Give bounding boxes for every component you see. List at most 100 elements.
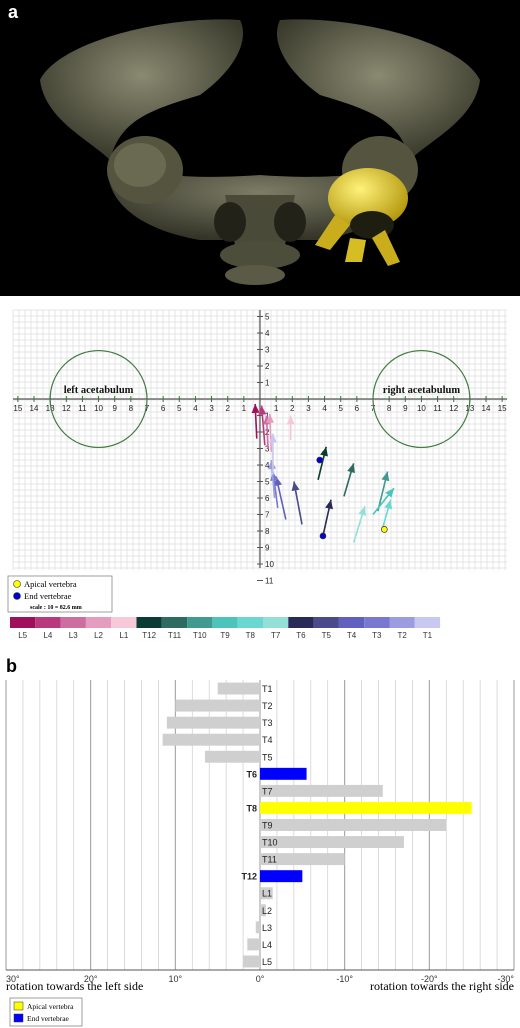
x-tick-label: 6 <box>161 404 166 413</box>
category-label-t9: T9 <box>262 821 273 831</box>
panel-a-letter: a <box>8 2 19 22</box>
y-tick-label: 5 <box>265 478 270 487</box>
left-acetabulum-circle <box>49 349 148 449</box>
x-tick-label: 7 <box>145 404 150 413</box>
x-tick-label: 4 <box>322 404 327 413</box>
level-swatch-t1 <box>414 617 441 628</box>
bar-t12 <box>260 870 303 883</box>
arrowhead-t12 <box>320 446 328 457</box>
legend-apical-label: Apical vertebra <box>27 1002 74 1011</box>
level-label-t8: T8 <box>246 631 256 640</box>
bar-t1 <box>217 682 260 695</box>
level-label-t1: T1 <box>423 631 433 640</box>
x-tick-label: 13 <box>465 404 474 413</box>
y-tick-label: 2 <box>265 362 270 371</box>
x-tick-label: 9 <box>403 404 408 413</box>
bar-l3 <box>255 921 260 934</box>
category-label-l1: L1 <box>262 889 272 899</box>
bar-l4 <box>247 938 260 951</box>
category-label-l5: L5 <box>262 957 272 967</box>
bar-t6 <box>260 767 307 780</box>
y-tick-label: 9 <box>265 544 270 553</box>
bar-t11 <box>260 853 345 866</box>
y-tick-label: 8 <box>265 527 270 536</box>
y-tick-label: 10 <box>265 560 274 569</box>
category-label-t6: T6 <box>246 769 257 779</box>
y-tick-label: 6 <box>265 494 270 503</box>
x-tick-label: -20° <box>421 974 438 984</box>
y-tick-label: 5 <box>265 313 270 322</box>
legend-end-label: End vertebrae <box>27 1014 70 1023</box>
vertebra-level-colour-strip: L5 L4 L3 L2 L1 T12 T11 T10 T9 T8 T7 T6 T5 T4 T3 T2 T1 <box>10 617 441 640</box>
level-swatch-t7 <box>263 617 289 628</box>
vertebra-markers <box>316 456 388 540</box>
category-label-t10: T10 <box>262 838 278 848</box>
x-tick-label: 8 <box>129 404 134 413</box>
x-tick-label: 1 <box>242 404 247 413</box>
legend-end-swatch <box>13 1013 24 1023</box>
category-label-t12: T12 <box>241 872 257 882</box>
x-tick-label: 15 <box>13 404 22 413</box>
highlighted-apical-vertebra <box>315 168 408 266</box>
x-tick-label: 30° <box>6 974 20 984</box>
bar-t8 <box>260 801 472 814</box>
x-tick-label: 14 <box>30 404 39 413</box>
x-tick-label: 5 <box>338 404 343 413</box>
x-tick-label: 7 <box>371 404 376 413</box>
bar-t7 <box>260 784 383 797</box>
arrowhead-t8 <box>384 499 393 510</box>
end-vertebra-marker <box>316 456 324 464</box>
level-label-l1: L1 <box>119 631 128 640</box>
level-label-t4: T4 <box>347 631 357 640</box>
arrowhead-t5 <box>291 481 300 492</box>
legend-apical-swatch <box>13 1001 24 1011</box>
x-tick-label: 10 <box>94 404 103 413</box>
legend-end-label: End vertebrae <box>24 591 72 601</box>
bar-t3 <box>166 716 260 729</box>
panel-b-letter: b <box>6 656 17 676</box>
level-swatch-t9 <box>212 617 238 628</box>
x-tick-label: 14 <box>482 404 491 413</box>
bar-l1 <box>260 887 273 900</box>
left-iliac-wing <box>40 19 244 161</box>
bar-l5 <box>243 955 260 968</box>
bar-t5 <box>204 750 260 763</box>
bar-chart-legend: Apical vertebra End vertebrae <box>9 997 83 1027</box>
x-tick-label: 1 <box>274 404 279 413</box>
level-label-t6: T6 <box>296 631 306 640</box>
level-swatch-t4 <box>338 617 365 628</box>
x-tick-label: 0° <box>256 974 265 984</box>
end-vertebra-marker <box>319 532 327 540</box>
x-tick-label: -30° <box>497 974 514 984</box>
arrowhead-t2 <box>268 460 277 470</box>
x-tick-label: 12 <box>449 404 458 413</box>
x-tick-label: 2 <box>290 404 295 413</box>
category-label-t7: T7 <box>262 786 273 796</box>
arrowhead-t9 <box>385 488 394 498</box>
level-label-t3: T3 <box>372 631 382 640</box>
arrowhead-l4 <box>258 405 267 415</box>
category-label-t3: T3 <box>262 718 273 728</box>
apical-vertebra-marker <box>380 526 388 533</box>
y-tick-label: 3 <box>265 346 270 355</box>
x-tick-label: 10° <box>169 974 183 984</box>
level-swatch-t11 <box>161 617 188 628</box>
level-label-t10: T10 <box>193 631 207 640</box>
y-tick-label: 7 <box>265 511 270 520</box>
y-tick-label: 3 <box>265 445 270 454</box>
level-label-t5: T5 <box>322 631 332 640</box>
x-tick-label: 2 <box>225 404 230 413</box>
level-swatch-t12 <box>136 617 162 628</box>
arrowhead-t10 <box>381 471 390 482</box>
bar-t4 <box>162 733 260 746</box>
level-swatch-t8 <box>237 617 263 628</box>
category-label-l4: L4 <box>262 940 272 950</box>
acetabulum-rotation-plot: 15 14 13 12 11 10 9 8 7 6 5 4 3 2 1 1 2 3 4 5 6 7 8 9 10 11 12 13 14… <box>7 309 507 640</box>
category-label-t2: T2 <box>262 701 273 711</box>
left-acetabulum-label: left acetabulum <box>64 385 134 396</box>
pelvis-render-panel: a <box>0 0 520 296</box>
plot-a-legend: Apical vertebra End vertebrae scale : 10… <box>7 575 113 613</box>
right-acetabulum-label: right acetabulum <box>383 385 461 396</box>
level-swatch-t5 <box>313 617 339 628</box>
y-tick-label: 1 <box>265 379 270 388</box>
